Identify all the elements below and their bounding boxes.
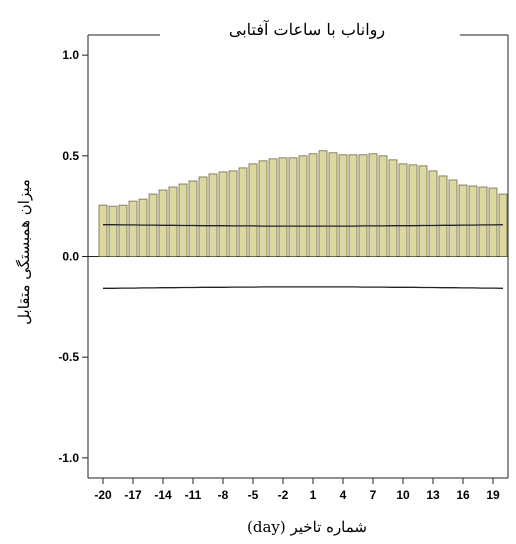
bar	[488, 187, 498, 257]
x-tick-label: -14	[154, 488, 172, 502]
y-axis-label: میزان همبستگی متقابل	[15, 179, 33, 325]
bar	[198, 176, 208, 257]
bar	[388, 159, 398, 257]
bar	[318, 150, 328, 257]
bar	[288, 157, 298, 257]
bar	[178, 183, 188, 257]
y-tick-label: 0.0	[62, 250, 79, 264]
bar	[378, 155, 388, 257]
x-axis-label: شماره تاخیر (day)	[247, 518, 367, 536]
bar	[138, 198, 148, 257]
bar	[408, 164, 418, 257]
bar	[328, 152, 338, 257]
bar	[428, 170, 438, 257]
bar	[218, 171, 228, 257]
x-tick-label: -5	[248, 488, 259, 502]
bar	[438, 175, 448, 257]
bar	[158, 189, 168, 257]
bar	[238, 167, 248, 257]
bar	[398, 163, 408, 257]
bar	[268, 158, 278, 257]
upper-confidence-line	[103, 224, 504, 227]
bar	[368, 153, 378, 257]
x-tick-label: 1	[310, 488, 317, 502]
chart-title: رواناب با ساعات آفتابی	[229, 19, 385, 39]
bar	[468, 185, 478, 257]
bar	[278, 157, 288, 257]
x-tick-label: -11	[185, 488, 202, 502]
x-tick-label: 4	[340, 488, 347, 502]
bar	[448, 179, 458, 257]
bar	[418, 165, 428, 257]
x-tick-label: 13	[426, 488, 440, 502]
bar	[188, 180, 198, 257]
x-tick-label: 16	[456, 488, 470, 502]
x-tick-label: -8	[218, 488, 229, 502]
bar-group	[98, 150, 508, 257]
bar	[248, 163, 258, 257]
bar	[338, 154, 348, 257]
x-axis-ticks: -20 -17 -14 -11 -8 -5 -2 1 4 7 10 13 16 19	[94, 478, 500, 502]
bar	[458, 184, 468, 257]
x-tick-label: 7	[370, 488, 377, 502]
bar	[128, 200, 138, 257]
bar	[348, 154, 358, 257]
y-axis-ticks: 1.0 0.5 0.0 -0.5 -1.0	[58, 48, 88, 465]
x-tick-label: -2	[278, 488, 289, 502]
bar	[118, 204, 128, 257]
y-tick-label: -0.5	[58, 350, 79, 364]
bar	[358, 154, 368, 257]
bar	[98, 204, 108, 257]
bar	[478, 186, 488, 257]
y-tick-label: 0.5	[62, 149, 79, 163]
y-tick-label: -1.0	[58, 451, 79, 465]
bar	[168, 186, 178, 257]
bar	[258, 160, 268, 257]
lower-confidence-line	[103, 286, 504, 289]
bar	[108, 205, 118, 257]
x-tick-label: -20	[94, 488, 112, 502]
bar	[228, 170, 238, 257]
y-tick-label: 1.0	[62, 48, 79, 62]
confidence-limits	[103, 224, 504, 289]
bar	[308, 153, 318, 257]
bar	[298, 155, 308, 257]
x-tick-label: 19	[486, 488, 500, 502]
bar	[208, 173, 218, 257]
x-tick-label: 10	[396, 488, 410, 502]
x-tick-label: -17	[124, 488, 142, 502]
